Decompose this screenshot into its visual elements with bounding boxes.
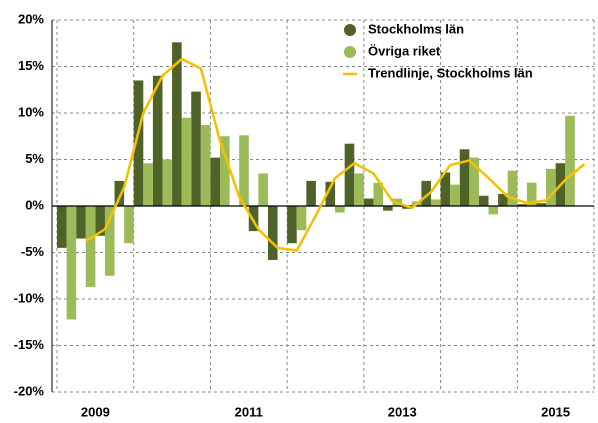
y-tick-label: 5% <box>25 151 44 166</box>
y-tick-label: -5% <box>21 244 45 259</box>
legend-marker <box>344 46 356 58</box>
bar <box>162 159 173 206</box>
bar <box>325 181 336 206</box>
bar <box>517 204 527 206</box>
bar <box>267 206 278 260</box>
bar <box>459 149 470 206</box>
legend-marker <box>344 24 356 36</box>
bar <box>546 168 556 206</box>
y-tick-label: 20% <box>18 11 44 26</box>
trend-line <box>85 57 586 252</box>
bar <box>344 143 355 206</box>
bar <box>498 193 508 206</box>
bar <box>220 136 230 206</box>
y-tick-label: -10% <box>14 290 45 305</box>
y-tick-label: 10% <box>18 104 44 119</box>
legend-label: Trendlinje, Stockholms län <box>368 65 533 80</box>
bar <box>430 199 441 206</box>
bar <box>200 125 211 206</box>
bar <box>191 91 201 206</box>
x-tick-label: 2009 <box>81 404 110 419</box>
bar <box>152 75 163 206</box>
bar <box>85 206 96 287</box>
y-tick-label: 15% <box>18 58 44 73</box>
bar <box>383 206 393 211</box>
bar <box>172 42 182 206</box>
bar <box>478 195 489 206</box>
bar <box>526 182 537 206</box>
y-tick-label: 0% <box>25 197 44 212</box>
bar <box>95 206 105 236</box>
bar <box>536 203 547 206</box>
bar <box>306 180 316 206</box>
bar <box>258 173 268 206</box>
bar <box>469 157 479 206</box>
bar <box>76 206 86 239</box>
x-tick-label: 2015 <box>541 404 570 419</box>
bar <box>450 184 460 206</box>
bar <box>565 115 575 206</box>
bar <box>133 80 144 206</box>
x-tick-label: 2011 <box>235 404 263 419</box>
bar <box>335 206 345 213</box>
y-tick-label: -15% <box>14 337 45 352</box>
legend-label: Övriga riket <box>368 43 441 58</box>
bar <box>440 172 451 206</box>
bar <box>507 170 518 206</box>
legend-label: Stockholms län <box>368 21 464 36</box>
bar <box>57 206 67 248</box>
bar <box>296 206 307 231</box>
bar <box>248 206 259 232</box>
bar <box>239 135 249 206</box>
bar <box>114 180 125 206</box>
bar <box>143 163 153 206</box>
bar <box>124 206 134 244</box>
bar <box>488 206 499 215</box>
bar <box>104 206 115 276</box>
bar <box>373 182 384 206</box>
bar <box>354 173 364 206</box>
bar <box>66 206 77 320</box>
bar <box>210 157 221 206</box>
x-tick-label: 2013 <box>388 404 417 419</box>
bar <box>287 206 297 244</box>
bar <box>421 180 431 206</box>
y-tick-label: -20% <box>14 383 45 398</box>
bar <box>363 198 374 206</box>
bar <box>181 117 192 206</box>
